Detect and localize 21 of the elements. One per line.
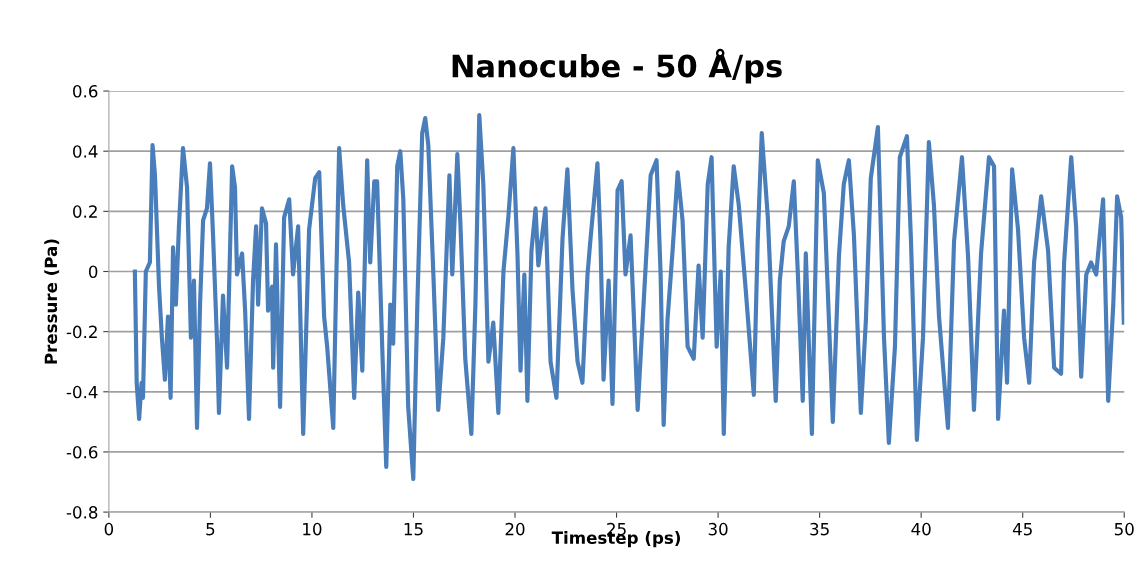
y-tick-label: -0.8 (66, 506, 98, 519)
x-tick-label: 35 (810, 522, 829, 536)
x-tick-label: 50 (1114, 522, 1134, 536)
line-series (132, 113, 1125, 482)
y-tick-label: -0.4 (66, 385, 98, 399)
y-axis-title: Pressure (Pa) (44, 239, 60, 364)
x-tick-label: 15 (404, 523, 423, 536)
x-tick-label: 5 (206, 523, 215, 536)
y-tick-label: -0.6 (66, 445, 98, 459)
x-tick-label: 40 (911, 522, 931, 536)
x-tick-label: 45 (1012, 523, 1032, 536)
chart-title: Nanocube - 50 Å/ps (452, 48, 782, 84)
y-tick-label: -0.2 (66, 325, 97, 339)
x-tick-label: 20 (505, 522, 525, 536)
y-tick-label: 0.2 (73, 205, 97, 218)
x-tick-label: 30 (708, 522, 728, 536)
y-tick-label: 0 (88, 265, 98, 279)
y-tick-label: 0.6 (73, 85, 98, 98)
y-tick-label: 0.4 (73, 145, 98, 158)
x-tick-label: 10 (303, 522, 322, 536)
x-tick-label: 0 (104, 522, 114, 536)
